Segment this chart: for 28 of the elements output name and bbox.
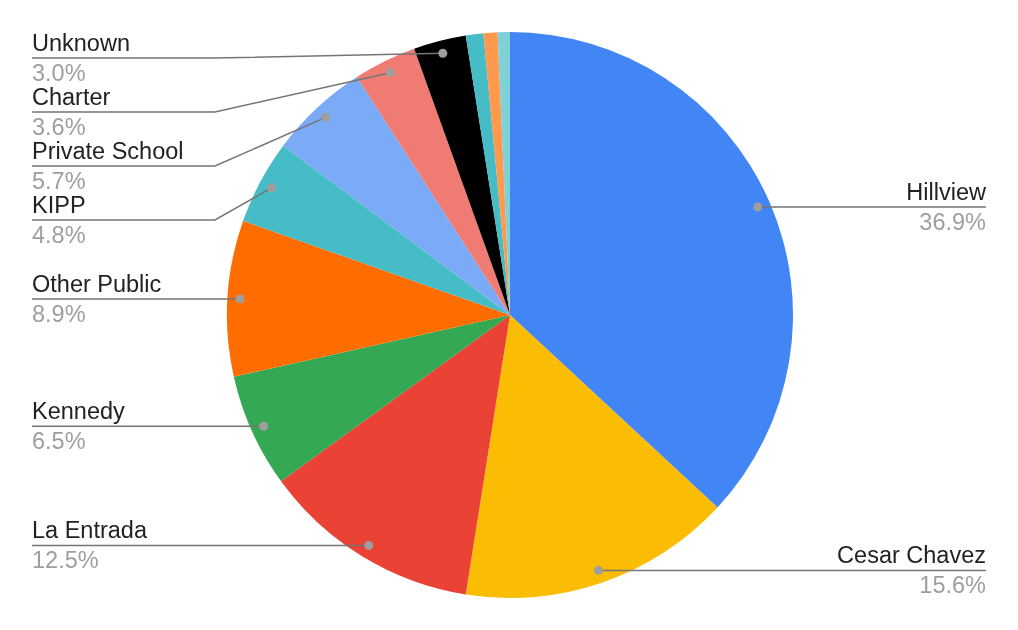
data-label: 3.0% (32, 60, 86, 86)
slice-label: Other Public (32, 270, 162, 297)
pie-slice (465, 315, 718, 598)
slice-label: La Entrada (32, 517, 148, 544)
pie-slice (356, 48, 510, 315)
slice-label: Unknown (32, 30, 130, 56)
data-label: 8.9% (32, 300, 86, 327)
data-label: 5.7% (32, 168, 86, 194)
pie-slice (510, 32, 793, 508)
slice-label: Hillview (906, 178, 988, 205)
data-label: 15.6% (919, 572, 987, 599)
slice-label: Private School (32, 138, 184, 164)
pie-slice (233, 315, 510, 482)
slice-label: Kennedy (32, 398, 126, 425)
data-label: 3.6% (32, 114, 86, 140)
pie-slice (227, 220, 510, 377)
data-label: 6.5% (32, 428, 86, 455)
pie-slice (283, 77, 510, 315)
pie-slice (281, 315, 510, 595)
pie-slice (414, 35, 510, 315)
pie-slice (243, 145, 510, 315)
data-label: 36.9% (919, 208, 987, 235)
slice-label: Cesar Chavez (837, 542, 986, 569)
pie-slice (465, 33, 510, 315)
data-label: 4.8% (32, 222, 86, 248)
slice-label: Charter (32, 84, 111, 110)
data-label: 12.5% (32, 547, 99, 574)
slice-label: KIPP (32, 192, 86, 218)
